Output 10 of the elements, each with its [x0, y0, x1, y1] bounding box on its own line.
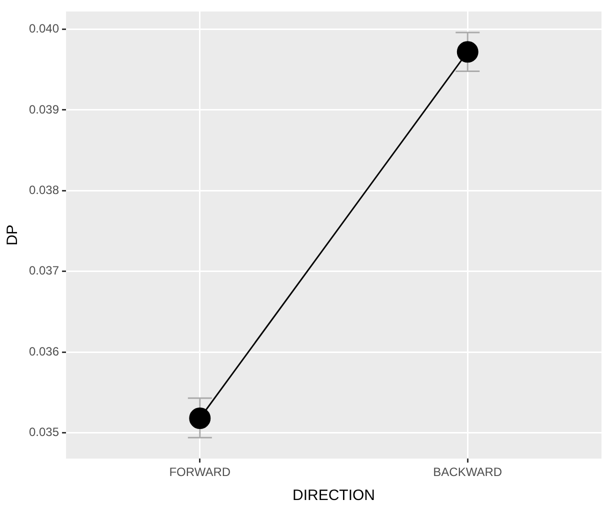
y-axis-title: DP — [4, 224, 22, 246]
y-tick-label: 0.040 — [29, 22, 60, 36]
x-axis-title: DIRECTION — [292, 487, 376, 504]
y-tick-label: 0.036 — [29, 344, 60, 358]
y-tick-label: 0.037 — [29, 264, 60, 278]
y-tick-label: 0.039 — [29, 102, 60, 116]
y-tick-label: 0.035 — [29, 425, 60, 440]
x-tick-label: FORWARD — [169, 465, 231, 480]
y-tick-label: 0.038 — [29, 182, 60, 197]
x-tick-label: BACKWARD — [433, 465, 502, 480]
